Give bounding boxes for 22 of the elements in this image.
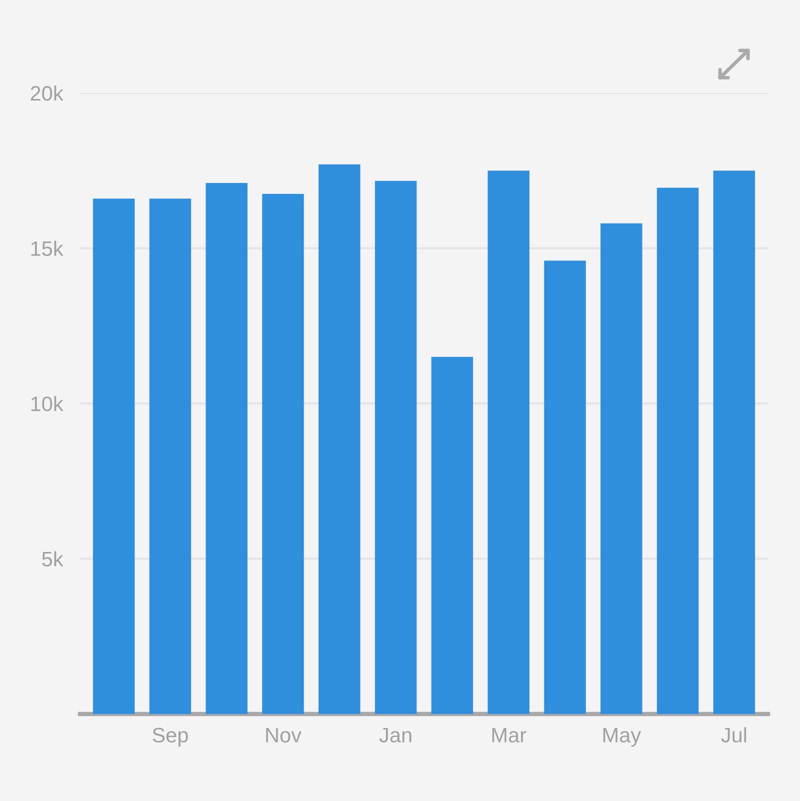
bar — [374, 180, 417, 714]
x-tick-label: Sep — [152, 728, 188, 747]
x-tick-label: Nov — [266, 728, 302, 743]
y-tick-label: 5k — [42, 551, 64, 567]
y-tick-label: 20k — [30, 85, 64, 101]
bar — [656, 188, 699, 714]
bar — [92, 198, 135, 714]
bar — [544, 260, 586, 714]
x-tick-label: May — [603, 728, 642, 747]
x-tick-label: Jan — [379, 728, 412, 743]
bar — [713, 170, 756, 714]
bar — [149, 198, 192, 714]
bar — [488, 170, 530, 714]
bar — [600, 223, 642, 714]
bar — [431, 356, 474, 714]
y-tick-label: 15k — [31, 240, 64, 256]
bar — [206, 183, 248, 714]
x-tick-label: Jul — [721, 727, 746, 743]
bar — [262, 194, 304, 714]
y-tick-label: 10k — [31, 396, 64, 412]
x-tick-label: Mar — [492, 728, 526, 743]
bar — [318, 164, 360, 714]
